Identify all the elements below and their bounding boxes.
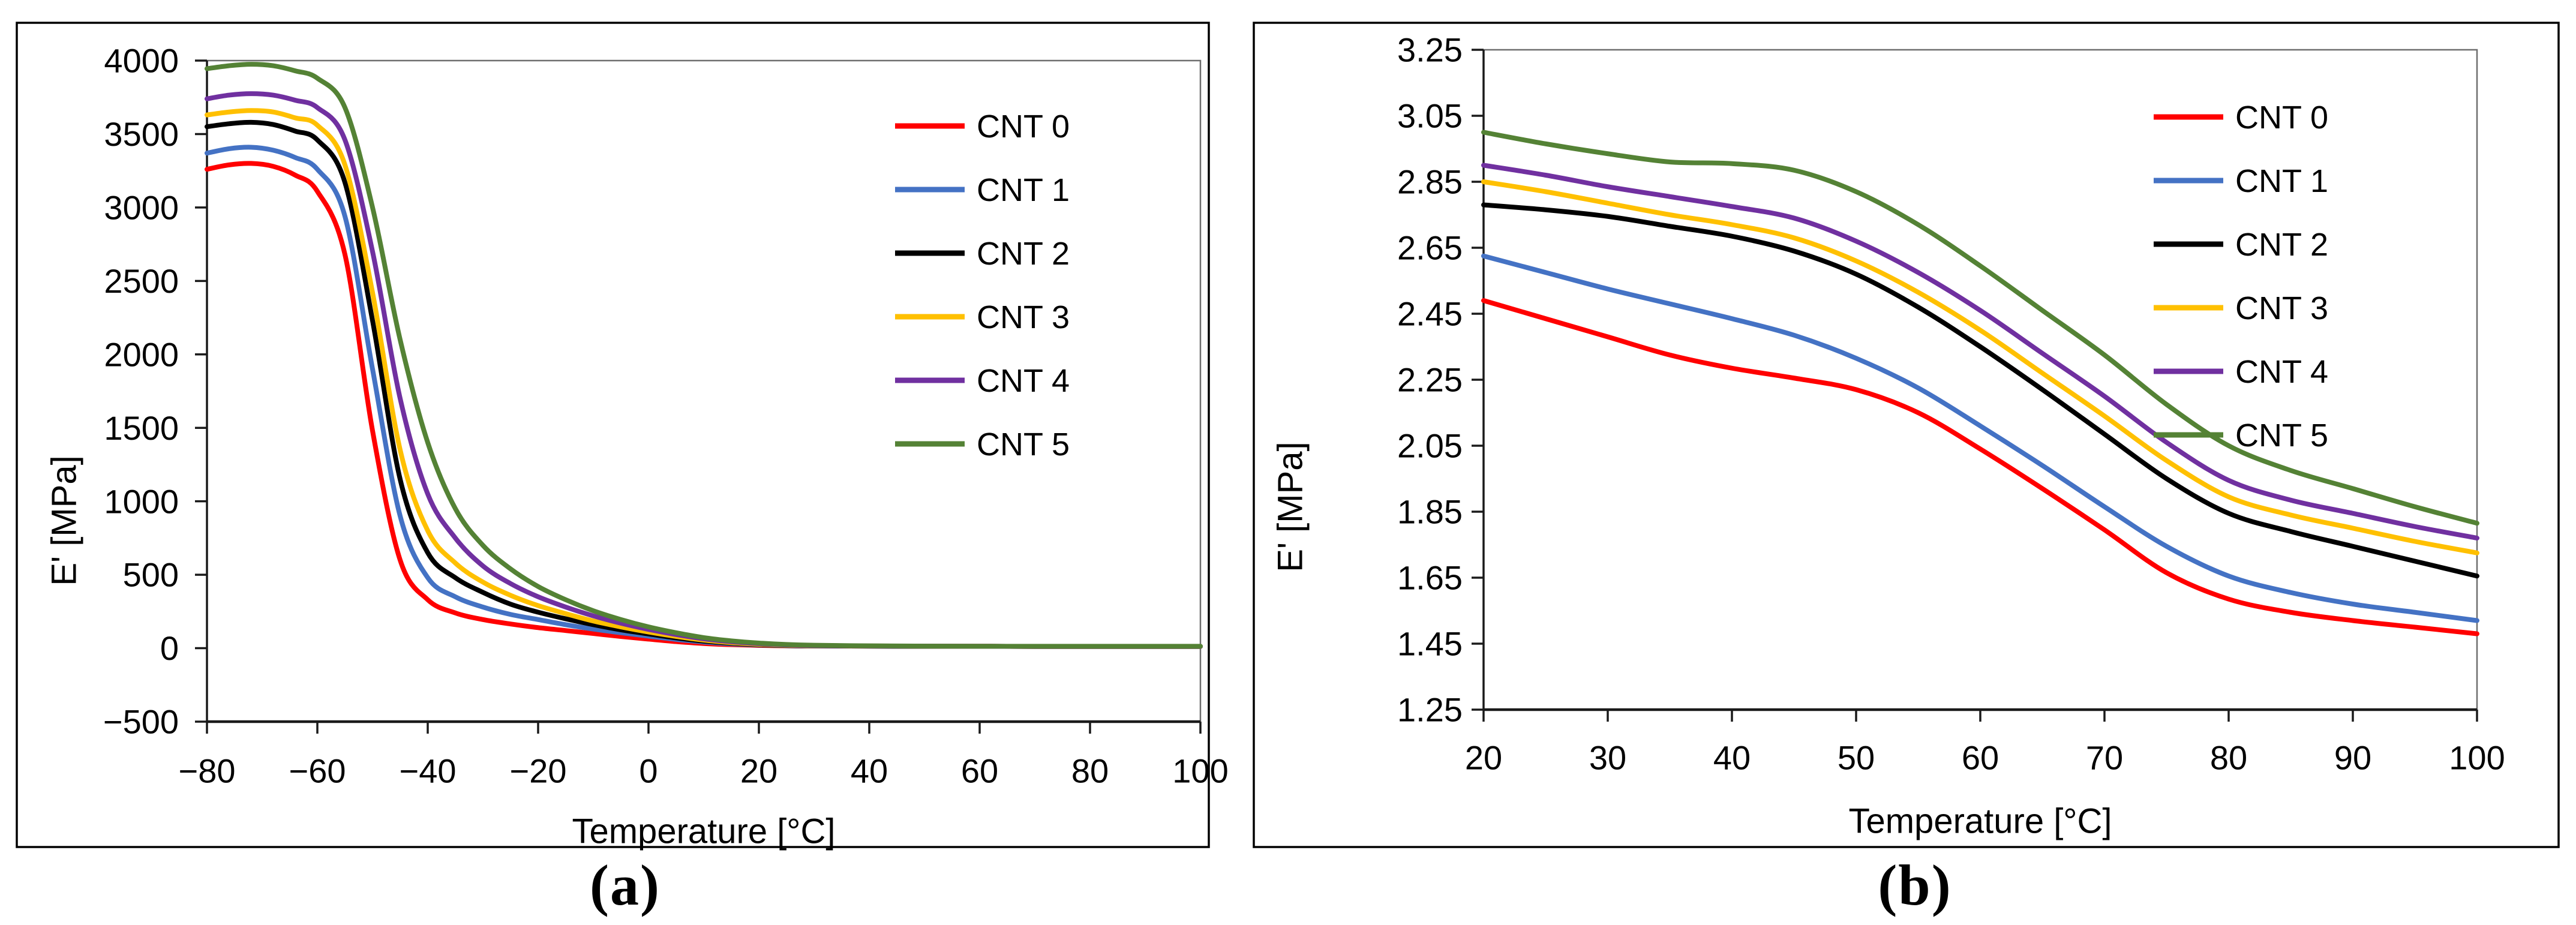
curve-cnt-5 (1481, 130, 2479, 526)
curve-cnt-5 (205, 62, 1203, 649)
x-axis-title: Temperature [°C] (1848, 801, 2112, 840)
y-tick-label: 1.25 (1397, 691, 1463, 729)
x-tick-label: 100 (2449, 739, 2505, 777)
y-tick-label: 2.45 (1397, 295, 1463, 333)
x-tick-label: 20 (740, 752, 777, 790)
y-tick-label: 500 (123, 556, 179, 594)
x-tick-label: 40 (851, 752, 888, 790)
x-tick-label: 100 (1172, 752, 1228, 790)
y-tick-label: 2000 (104, 335, 179, 373)
chart-a: −80 −60 −40 −20 0 20 40 60 80 100 −500 0 500 1000 1500… (16, 22, 1229, 851)
x-tick-label: 40 (1713, 739, 1751, 777)
series-curves (205, 62, 1203, 649)
legend-item-cnt-1: CNT 1 (895, 172, 1070, 208)
curve-cnt-3 (1481, 179, 2479, 555)
y-axis-title: E' [MPa] (1271, 442, 1310, 572)
y-tick-label: 2.65 (1397, 229, 1463, 267)
y-tick-label: 1000 (104, 482, 179, 520)
x-axis-title: Temperature [°C] (572, 812, 835, 851)
x-tick-label: 30 (1589, 739, 1626, 777)
x-tick-label: 50 (1838, 739, 1875, 777)
legend-label: CNT 0 (977, 109, 1070, 145)
curve-cnt-1 (1481, 253, 2479, 623)
y-tick-label: 3500 (104, 115, 179, 153)
legend: CNT 0 CNT 1 CNT 2 CNT 3 CNT 4 CNT 5 (2154, 100, 2328, 454)
y-tick-label: 4000 (104, 42, 179, 80)
legend-label: CNT 2 (977, 236, 1070, 272)
legend-item-cnt-5: CNT 5 (2154, 418, 2328, 454)
y-tick-label: 2.85 (1397, 163, 1463, 201)
curve-cnt-2 (1481, 202, 2479, 579)
legend-item-cnt-4: CNT 4 (2154, 354, 2328, 390)
legend-label: CNT 0 (2235, 100, 2328, 136)
x-tick-label: −60 (289, 752, 346, 790)
y-tick-label: 1500 (104, 409, 179, 447)
y-tick-label: 2.25 (1397, 361, 1463, 399)
x-tick-label: 70 (2086, 739, 2123, 777)
x-tick-label: 90 (2334, 739, 2371, 777)
legend-label: CNT 5 (977, 427, 1070, 462)
legend-item-cnt-3: CNT 3 (2154, 290, 2328, 326)
x-tick-label: 60 (1962, 739, 1999, 777)
y-tick-label: 1.45 (1397, 625, 1463, 663)
y-tick-label: 3.05 (1397, 97, 1463, 135)
legend-label: CNT 3 (977, 299, 1070, 335)
series-curves (1481, 130, 2479, 636)
y-tick-label: 2500 (104, 262, 179, 300)
legend-label: CNT 4 (2235, 354, 2328, 390)
legend: CNT 0 CNT 1 CNT 2 CNT 3 CNT 4 CNT 5 (895, 109, 1070, 462)
y-axis-title: E' [MPa] (44, 455, 83, 585)
x-tick-label: 80 (1071, 752, 1109, 790)
legend-item-cnt-2: CNT 2 (895, 236, 1070, 272)
panel-a-label: (a) (590, 853, 660, 917)
x-tick-label: −80 (179, 752, 236, 790)
legend-item-cnt-4: CNT 4 (895, 363, 1070, 399)
x-tick-label: 0 (639, 752, 657, 790)
legend-label: CNT 3 (2235, 290, 2328, 326)
legend-label: CNT 5 (2235, 418, 2328, 454)
panel-a-border (16, 22, 1210, 848)
legend-label: CNT 4 (977, 363, 1070, 399)
plot-border (207, 59, 1202, 722)
curve-cnt-4 (1481, 163, 2479, 540)
legend-item-cnt-0: CNT 0 (895, 109, 1070, 145)
chart-b: 20 30 40 50 60 70 80 90 100 1.25 1.45 1.65 1.85 2.05 2… (1253, 22, 2560, 848)
y-tick-label: 2.05 (1397, 427, 1463, 465)
x-tick-label: 80 (2210, 739, 2247, 777)
legend-label: CNT 1 (977, 172, 1070, 208)
y-tick-label: 1.85 (1397, 493, 1463, 531)
legend-item-cnt-0: CNT 0 (2154, 100, 2328, 136)
x-tick-label: −20 (510, 752, 567, 790)
y-tick-label: 1.65 (1397, 559, 1463, 597)
legend-item-cnt-1: CNT 1 (2154, 163, 2328, 199)
panel-b-border (1253, 22, 2560, 848)
y-tick-label: −500 (103, 703, 179, 741)
legend-item-cnt-5: CNT 5 (895, 427, 1070, 462)
legend-item-cnt-3: CNT 3 (895, 299, 1070, 335)
x-tick-label: 60 (961, 752, 998, 790)
curve-cnt-0 (1481, 298, 2479, 636)
plot-border (1484, 49, 2478, 710)
legend-label: CNT 2 (2235, 227, 2328, 263)
legend-item-cnt-2: CNT 2 (2154, 227, 2328, 263)
y-tick-label: 0 (160, 629, 179, 667)
panel-b-label: (b) (1878, 853, 1952, 917)
legend-label: CNT 1 (2235, 163, 2328, 199)
y-tick-label: 3000 (104, 188, 179, 226)
x-tick-label: −40 (400, 752, 457, 790)
y-tick-label: 3.25 (1397, 31, 1463, 69)
x-tick-label: 20 (1465, 739, 1502, 777)
